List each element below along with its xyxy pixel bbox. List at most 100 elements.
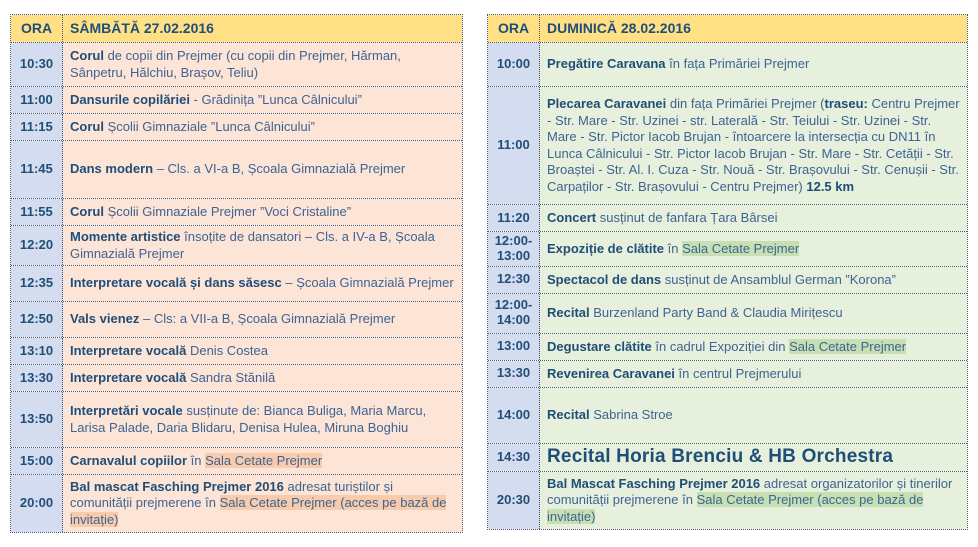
event-cell: Interpretare vocală Denis Costea xyxy=(63,338,462,364)
event-text-segment: Corul xyxy=(70,48,104,63)
time-cell: 10:00 xyxy=(488,43,540,86)
time-cell: 12:50 xyxy=(11,302,63,337)
time-cell: 20:00 xyxy=(11,475,63,532)
event-text-segment: susținut de Ansamblul German ”Korona” xyxy=(661,271,896,287)
event-cell: Interpretare vocală Sandra Stănilă xyxy=(63,365,462,391)
event-text: Dansurile copilăriei - Grădinița ”Lunca … xyxy=(70,92,455,109)
event-text-segment: Carnavalul copiilor xyxy=(70,452,188,468)
time-cell: 12:00-13:00 xyxy=(488,232,540,266)
event-text: Pregătire Caravana în fața Primăriei Pre… xyxy=(547,56,960,73)
time-cell: 10:30 xyxy=(11,43,63,86)
event-text: Corul de copii din Prejmer (cu copii din… xyxy=(70,48,455,81)
event-text: Spectacol de dans susținut de Ansamblul … xyxy=(547,272,960,289)
event-text: Momente artistice însoțite de dansatori … xyxy=(70,229,455,262)
event-text-segment: de copii din Prejmer (cu copii din Prejm… xyxy=(70,48,401,80)
highlighted-venue: Sala Cetate Prejmer xyxy=(682,240,800,256)
event-cell: Vals vienez – Cls: a VII-a B, Școala Gim… xyxy=(63,302,462,337)
event-text: Plecarea Caravanei din fața Primăriei Pr… xyxy=(547,96,960,195)
event-cell: Interpretări vocale susținute de: Bianca… xyxy=(63,392,462,447)
event-text-segment: Momente artistice xyxy=(70,229,181,244)
event-cell: Momente artistice însoțite de dansatori … xyxy=(63,226,462,265)
event-cell: Plecarea Caravanei din fața Primăriei Pr… xyxy=(540,87,967,204)
event-text-segment: Pregătire Caravana xyxy=(547,56,666,72)
event-text: Interpretare vocală și dans săsesc – Șco… xyxy=(70,275,455,292)
event-cell: Concert susținut de fanfara Țara Bârsei xyxy=(540,205,967,231)
event-text-segment: Recital xyxy=(547,407,590,423)
event-cell: Corul Școlii Gimnaziale Prejmer ”Voci Cr… xyxy=(63,199,462,225)
time-cell: 12:35 xyxy=(11,266,63,301)
event-text-segment: Spectacol de dans xyxy=(547,271,662,287)
event-text: Interpretări vocale susținute de: Bianca… xyxy=(70,403,455,436)
schedule-row: 11:20 Concert susținut de fanfara Țara Bâ… xyxy=(488,204,967,231)
time-column-header: ORA xyxy=(488,15,540,42)
table-header-row: ORA DUMINICĂ 28.02.2016 xyxy=(488,15,967,42)
schedule-row: 10:00 Pregătire Caravana în fața Primărie… xyxy=(488,42,967,86)
event-text-segment: adresat organizatorilor și tinerilor com… xyxy=(547,475,953,508)
event-text-segment: în cadrul Expoziției din xyxy=(651,338,790,354)
schedule-row: 20:00 Bal mascat Fasching Prejmer 2016 ad… xyxy=(11,474,462,532)
event-text-segment: Expoziție de clătite xyxy=(547,240,665,256)
schedule-row: 12:35 Interpretare vocală și dans săsesc … xyxy=(11,265,462,301)
event-text-segment: Plecarea Caravanei xyxy=(547,96,667,111)
event-cell: Corul de copii din Prejmer (cu copii din… xyxy=(63,43,462,86)
event-text-segment: Corul xyxy=(70,203,104,219)
time-cell: 11:55 xyxy=(11,199,63,225)
event-text-segment: 12.5 km xyxy=(806,178,855,194)
event-text-segment: Sabrina Stroe xyxy=(589,407,673,423)
event-text: Recital Horia Brenciu & HB Orchestra xyxy=(547,446,960,468)
schedule-row: 12:00-13:00 Expoziție de clătite în Sala … xyxy=(488,231,967,266)
event-text: Corul Școlii Gimnaziale ”Lunca Câlniculu… xyxy=(70,119,455,136)
event-cell: Expoziție de clătite în Sala Cetate Prej… xyxy=(540,232,967,266)
schedule-row: 14:30 Recital Horia Brenciu & HB Orchestr… xyxy=(488,442,967,471)
event-text-segment: – Cls. a VI-a B, Școala Gimnazială Prejm… xyxy=(153,161,406,177)
event-text: Vals vienez – Cls: a VII-a B, Școala Gim… xyxy=(70,311,455,328)
sunday-schedule-table: ORA DUMINICĂ 28.02.2016 10:00 Pregătire Car… xyxy=(487,14,968,530)
event-text: Recital Sabrina Stroe xyxy=(547,407,960,424)
event-text-segment: Interpretare vocală și dans săsesc xyxy=(70,275,282,291)
table-header-row: ORA SÂMBĂTĂ 27.02.2016 xyxy=(11,15,462,42)
schedule-row: 11:15 Corul Școlii Gimnaziale ”Lunca Câln… xyxy=(11,113,462,140)
event-text-segment: Școlii Gimnaziale ”Lunca Câlnicului” xyxy=(103,118,315,134)
event-cell: Revenirea Caravanei în centrul Prejmerul… xyxy=(540,360,967,387)
schedule-row: 13:30 Interpretare vocală Sandra Stănilă xyxy=(11,364,462,391)
event-text-segment: Interpretare vocală xyxy=(70,342,187,358)
event-text: Revenirea Caravanei în centrul Prejmerul… xyxy=(547,366,960,383)
saturday-schedule-table: ORA SÂMBĂTĂ 27.02.2016 10:30 Corul de copii… xyxy=(10,14,463,533)
event-text-segment: Degustare clătite xyxy=(547,338,652,354)
event-text: Carnavalul copiilor în Sala Cetate Prejm… xyxy=(70,452,455,470)
event-text: Bal Mascat Fasching Prejmer 2016 adresat… xyxy=(547,476,960,526)
event-cell: Pregătire Caravana în fața Primăriei Pre… xyxy=(540,43,967,86)
schedule-row: 12:20 Momente artistice însoțite de dansa… xyxy=(11,225,462,265)
schedule-row: 11:00 Plecarea Caravanei din fața Primări… xyxy=(488,86,967,204)
time-cell: 13:30 xyxy=(488,360,540,387)
event-text-segment: în xyxy=(664,240,683,256)
event-cell: Spectacol de dans susținut de Ansamblul … xyxy=(540,266,967,293)
event-cell: Bal mascat Fasching Prejmer 2016 adresat… xyxy=(63,475,462,532)
schedule-row: 11:45 Dans modern – Cls. a VI-a B, Școala… xyxy=(11,140,462,198)
event-text-segment: – Școala Gimnazială Prejmer xyxy=(281,275,454,291)
time-cell: 11:00 xyxy=(488,87,540,204)
time-cell: 13:00 xyxy=(488,333,540,360)
schedule-row: 12:50 Vals vienez – Cls: a VII-a B, Școal… xyxy=(11,301,462,337)
highlighted-venue: Sala Cetate Prejmer xyxy=(205,452,323,468)
time-cell: 15:00 xyxy=(11,448,63,474)
time-cell: 13:10 xyxy=(11,338,63,364)
event-cell: Dansurile copilăriei - Grădinița ”Lunca … xyxy=(63,87,462,113)
event-cell: Degustare clătite în cadrul Expoziției d… xyxy=(540,333,967,360)
event-cell: Carnavalul copiilor în Sala Cetate Prejm… xyxy=(63,448,462,474)
event-cell: Bal Mascat Fasching Prejmer 2016 adresat… xyxy=(540,471,967,529)
event-text-segment: Sandra Stănilă xyxy=(186,369,276,385)
schedule-row: 13:30 Revenirea Caravanei în centrul Prej… xyxy=(488,359,967,387)
event-cell: Interpretare vocală și dans săsesc – Șco… xyxy=(63,266,462,301)
event-text-segment: Concert xyxy=(547,209,597,225)
event-cell: Recital Burzenland Party Band & Claudia … xyxy=(540,293,967,333)
schedule-row: 11:00 Dansurile copilăriei - Grădinița ”L… xyxy=(11,86,462,113)
schedule-row: 15:00 Carnavalul copiilor în Sala Cetate … xyxy=(11,447,462,474)
event-text-segment: Burzenland Party Band & Claudia Mirițesc… xyxy=(589,305,843,321)
day-column-header: SÂMBĂTĂ 27.02.2016 xyxy=(63,15,462,42)
event-cell: Dans modern – Cls. a VI-a B, Școala Gimn… xyxy=(63,141,462,198)
event-text-segment: Corul xyxy=(70,118,104,134)
event-text: Interpretare vocală Denis Costea xyxy=(70,343,455,360)
schedule-row: 10:30 Corul de copii din Prejmer (cu copi… xyxy=(11,42,462,86)
